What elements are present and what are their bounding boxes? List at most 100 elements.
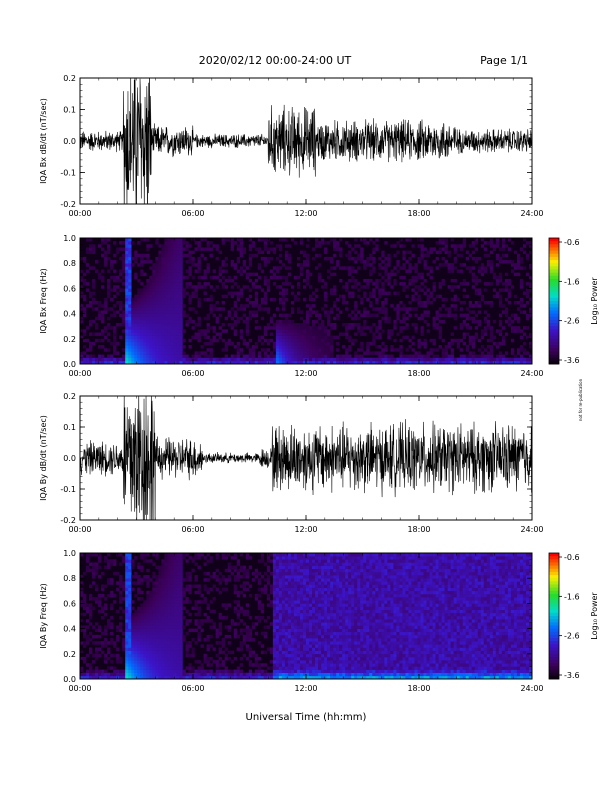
- spectrogram-cell: [396, 250, 400, 255]
- spectrogram-cell: [128, 587, 132, 592]
- spectrogram-cell: [95, 338, 99, 343]
- spectrogram-cell: [278, 556, 283, 560]
- spectrogram-cell: [137, 341, 141, 346]
- spectrogram-cell: [480, 360, 485, 364]
- spectrogram-cell: [360, 250, 364, 255]
- spectrogram-cell: [333, 357, 337, 362]
- spectrogram-cell: [188, 260, 192, 264]
- spectrogram-cell: [477, 278, 482, 283]
- spectrogram-cell: [438, 241, 442, 245]
- spectrogram-cell: [408, 278, 412, 283]
- spectrogram-cell: [260, 360, 265, 364]
- spectrogram-cell: [480, 238, 485, 242]
- spectrogram-cell: [387, 256, 391, 261]
- spectrogram-cell: [125, 316, 129, 321]
- spectrogram-cell: [432, 319, 436, 324]
- spectrogram-cell: [525, 253, 530, 258]
- spectrogram-cell: [360, 329, 364, 333]
- spectrogram-cell: [468, 253, 473, 258]
- spectrogram-cell: [158, 288, 162, 292]
- spectrogram-cell: [275, 584, 280, 588]
- spectrogram-cell: [236, 600, 240, 604]
- spectrogram-cell: [330, 256, 334, 261]
- spectrogram-cell: [275, 568, 280, 573]
- spectrogram-cell: [194, 360, 198, 364]
- spectrogram-cell: [146, 247, 150, 251]
- spectrogram-cell: [83, 313, 87, 318]
- spectrogram-cell: [167, 238, 171, 242]
- spectrogram-cell: [453, 338, 457, 343]
- spectrogram-cell: [173, 351, 177, 355]
- spectrogram-cell: [89, 612, 93, 617]
- spectrogram-cell: [354, 244, 358, 248]
- spectrogram-cell: [167, 297, 171, 302]
- spectrogram-cell: [236, 634, 240, 639]
- spectrogram-cell: [444, 250, 448, 255]
- spectrogram-cell: [435, 250, 439, 255]
- spectrogram-cell: [405, 335, 409, 340]
- spectrogram-cell: [143, 348, 147, 352]
- spectrogram-cell: [167, 590, 171, 595]
- spectrogram-cell: [278, 357, 283, 362]
- spectrogram-cell: [80, 612, 84, 617]
- spectrogram-cell: [260, 609, 265, 614]
- spectrogram-cell: [519, 310, 524, 314]
- spectrogram-cell: [396, 360, 400, 364]
- spectrogram-cell: [206, 297, 210, 302]
- spectrogram-cell: [333, 285, 337, 289]
- spectrogram-cell: [263, 675, 268, 679]
- spectrogram-cell: [354, 338, 358, 343]
- spectrogram-cell: [236, 590, 240, 595]
- spectrogram-cell: [327, 332, 331, 336]
- spectrogram-cell: [257, 304, 262, 308]
- spectrogram-cell: [80, 672, 84, 677]
- spectrogram-cell: [465, 294, 470, 299]
- spectrogram-cell: [170, 354, 174, 358]
- spectrogram-cell: [107, 323, 111, 327]
- spectrogram-cell: [498, 297, 503, 302]
- spectrogram-cell: [179, 619, 183, 623]
- spectrogram-cell: [125, 272, 129, 277]
- spectrogram-cell: [444, 238, 448, 242]
- spectrogram-cell: [302, 278, 307, 283]
- spectrogram-cell: [245, 575, 250, 579]
- spectrogram-cell: [137, 634, 141, 639]
- spectrogram-cell: [188, 250, 192, 255]
- spectrogram-cell: [221, 263, 225, 267]
- spectrogram-cell: [296, 256, 301, 261]
- spectrogram-cell: [342, 294, 346, 299]
- spectrogram-cell: [278, 571, 283, 576]
- spectrogram-cell: [176, 238, 180, 242]
- spectrogram-cell: [125, 556, 129, 560]
- spectrogram-cell: [498, 288, 503, 292]
- spectrogram-cell: [101, 357, 105, 362]
- spectrogram-cell: [327, 256, 331, 261]
- spectrogram-cell: [209, 297, 213, 302]
- spectrogram-cell: [287, 357, 292, 362]
- spectrogram-cell: [161, 631, 165, 636]
- spectrogram-cell: [143, 304, 147, 308]
- spectrogram-cell: [161, 263, 165, 267]
- spectrogram-cell: [278, 565, 283, 570]
- spectrogram-cell: [227, 628, 231, 633]
- spectrogram-cell: [432, 260, 436, 264]
- spectrogram-cell: [188, 285, 192, 289]
- spectrogram-cell: [248, 638, 253, 642]
- spectrogram-cell: [417, 338, 421, 343]
- spectrogram-cell: [239, 288, 244, 292]
- spectrogram-cell: [507, 288, 512, 292]
- spectrogram-cell: [215, 568, 219, 573]
- spectrogram-cell: [522, 357, 527, 362]
- spectrogram-cell: [402, 335, 406, 340]
- spectrogram-cell: [369, 301, 373, 305]
- spectrogram-cell: [402, 250, 406, 255]
- spectrogram-cell: [468, 338, 473, 343]
- spectrogram-cell: [248, 354, 253, 358]
- spectrogram-cell: [357, 256, 361, 261]
- spectrogram-cell: [293, 360, 298, 364]
- spectrogram-cell: [462, 238, 466, 242]
- spectrogram-cell: [164, 244, 168, 248]
- spectrogram-cell: [140, 263, 144, 267]
- spectrogram-cell: [137, 625, 141, 629]
- spectrogram-cell: [272, 672, 277, 677]
